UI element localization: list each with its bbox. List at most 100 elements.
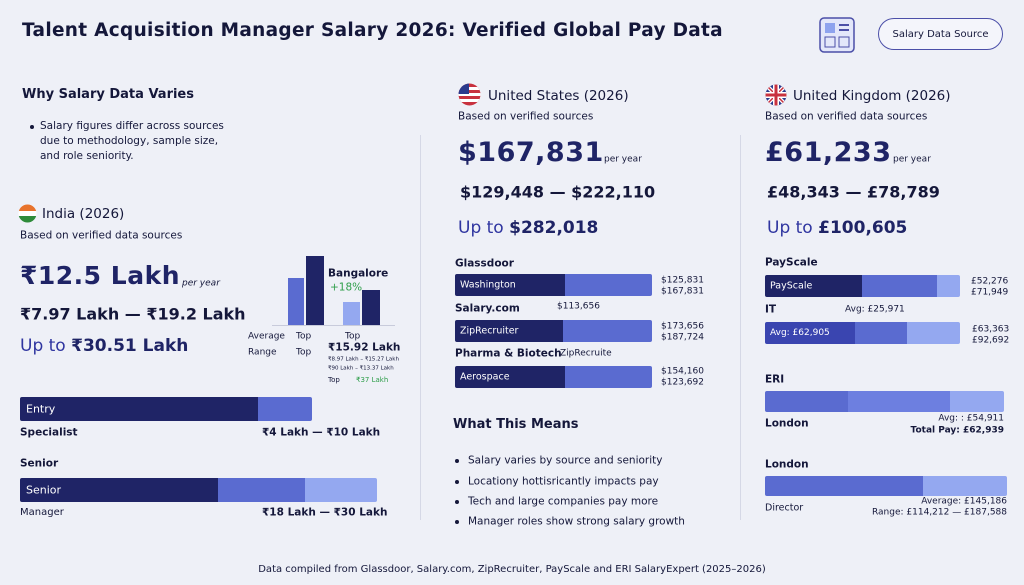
source-value: $125,831: [661, 275, 704, 286]
level-bar: [20, 478, 377, 502]
source-bar: [765, 476, 1007, 496]
source-value: $187,724: [661, 332, 704, 343]
source-bar: [455, 366, 652, 388]
source-note: Based on verified data sources: [765, 110, 928, 123]
divider: [740, 135, 741, 520]
data-icon: [819, 17, 855, 53]
source-heading: Glassdoor: [455, 257, 514, 270]
mini-bar: [288, 278, 304, 325]
source-aside: ZipRecruite: [560, 348, 612, 359]
source-heading: Salary.com: [455, 302, 520, 315]
role-range: ₹4 Lakh — ₹10 Lakh: [262, 426, 381, 439]
india-flag: [18, 204, 37, 223]
source-aside: Avg: £25,971: [845, 304, 905, 315]
bullet: [455, 480, 459, 484]
median-salary: £61,233: [765, 136, 892, 168]
median-salary: $167,831: [458, 136, 604, 168]
source-bar: [765, 391, 1004, 412]
total-value: Total Pay: £62,939: [910, 425, 1004, 436]
source-heading: ERI: [765, 373, 785, 386]
country-name: United Kingdom (2026): [793, 87, 951, 104]
up-to-value: $282,018: [509, 217, 599, 238]
source-aside: $113,656: [557, 301, 600, 312]
mini-bar: [306, 256, 324, 325]
footer: Data compiled from Glassdoor, Salary.com…: [258, 564, 766, 575]
city: Bangalore: [328, 267, 389, 280]
mini-label: Range: [248, 347, 277, 358]
mini-bar: [362, 290, 380, 325]
source-value: $123,692: [661, 377, 704, 388]
uk-flag: [765, 84, 787, 106]
source-value: $173,656: [661, 321, 704, 332]
source-value: £52,276: [971, 276, 1009, 287]
level-bar: [20, 397, 312, 421]
source-bar: [455, 274, 652, 296]
bullet-text: Tech and large companies pay more: [468, 495, 659, 508]
role-range: ₹18 Lakh — ₹30 Lakh: [262, 506, 388, 519]
role: Director: [765, 502, 804, 514]
section-title: Why Salary Data Varies: [22, 87, 194, 103]
salary-range: $129,448 — $222,110: [460, 182, 656, 202]
delta: +18%: [330, 281, 363, 294]
mini-label: Top: [296, 331, 312, 342]
mini-top-value: ₹15.92 Lakh: [328, 341, 401, 354]
source-value: £63,363: [972, 324, 1010, 335]
per-year: per year: [604, 154, 642, 165]
bar-label: Entry: [26, 402, 56, 416]
source-heading: PayScale: [765, 256, 818, 269]
page-title: Talent Acquisition Manager Salary 2026: …: [22, 19, 723, 41]
range-value: Range: £114,212 — £187,588: [871, 507, 1007, 518]
source-heading: London: [765, 458, 809, 471]
top-salary: Up to £100,605: [767, 218, 907, 238]
source-value: $154,160: [661, 366, 704, 377]
per-year: per year: [182, 278, 220, 289]
bullet-text: Manager roles show strong salary growth: [468, 515, 685, 528]
bar-label: Aerospace: [460, 371, 510, 383]
source-bar: [455, 320, 652, 342]
mini-label: Top: [296, 347, 312, 358]
bar-label: PayScale: [770, 280, 813, 292]
role: Manager: [20, 507, 64, 518]
bar-label: Avg: £62,905: [770, 328, 830, 338]
why-text: Salary figures differ across sources due…: [40, 120, 224, 162]
source-button[interactable]: Salary Data Source: [878, 18, 1003, 50]
bullet: [455, 520, 459, 524]
mini-label: Top: [328, 375, 340, 384]
baseline: [272, 325, 395, 326]
bar-label: Washington: [460, 279, 516, 291]
bullet-text: Salary varies by source and seniority: [468, 454, 663, 467]
source-bar: [765, 322, 960, 344]
mini-value: ₹37 Lakh: [356, 375, 389, 384]
mini-small: ₹90 Lakh – ₹13.37 Lakh: [328, 365, 394, 372]
source-note: Based on verified sources: [458, 110, 594, 123]
bar-label: ZipRecruiter: [460, 325, 519, 337]
source-heading: Pharma & Biotech: [455, 347, 562, 360]
level-heading: Senior: [20, 457, 59, 470]
mini-label: Top: [345, 331, 361, 342]
mini-bar: [343, 302, 360, 325]
bullet: [30, 125, 34, 129]
city: London: [765, 417, 809, 430]
up-to-value: £100,605: [818, 217, 908, 238]
mini-small: ₹8.97 Lakh – ₹15.27 Lakh: [328, 356, 399, 363]
source-value: £71,949: [971, 287, 1009, 298]
salary-range: £48,343 — £78,789: [767, 182, 940, 202]
avg-value: Avg: : £54,911: [938, 413, 1004, 424]
role: Specialist: [20, 426, 78, 439]
salary-range: ₹7.97 Lakh — ₹19.2 Lakh: [20, 304, 246, 324]
up-to-label: Up to: [767, 217, 813, 238]
country-name: United States (2026): [488, 87, 629, 104]
source-note: Based on verified data sources: [20, 229, 183, 242]
source-value: $167,831: [661, 286, 704, 297]
bullet: [455, 500, 459, 504]
bar-label: Senior: [26, 483, 62, 497]
avg-value: Average: £145,186: [921, 496, 1007, 507]
up-to-label: Up to: [20, 335, 66, 356]
top-salary: Up to $282,018: [458, 218, 598, 238]
per-year: per year: [893, 154, 931, 165]
source-value: £92,692: [972, 335, 1010, 346]
divider: [420, 135, 421, 520]
mini-label: Average: [248, 331, 285, 342]
source-bar: [765, 275, 960, 297]
